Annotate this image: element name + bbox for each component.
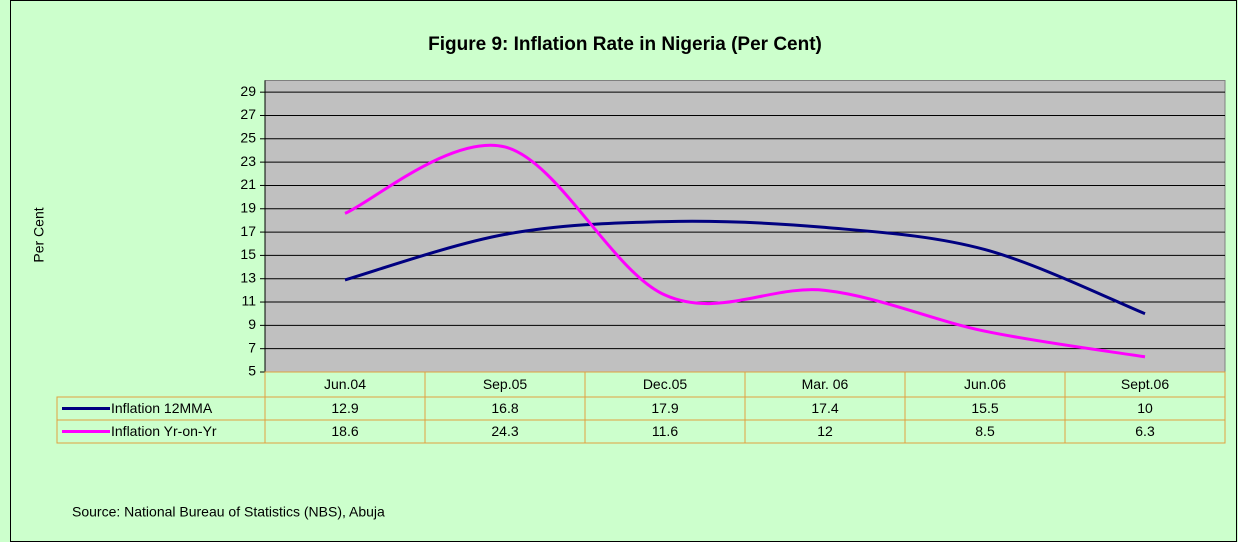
y-tick-label: 5 [248, 363, 256, 379]
chart-title: Figure 9: Inflation Rate in Nigeria (Per… [428, 34, 822, 55]
legend-label: Inflation Yr-on-Yr [111, 423, 217, 439]
x-tick-label: Sept.06 [1121, 376, 1169, 392]
table-value: 17.4 [811, 400, 838, 416]
series-line [344, 219, 1146, 316]
table-value: 12 [817, 423, 833, 439]
y-tick-label: 15 [240, 246, 256, 262]
y-tick-label: 11 [241, 293, 256, 309]
y-tick-label: 29 [240, 83, 256, 99]
y-tick-label: 9 [248, 316, 256, 332]
y-tick-label: 27 [240, 106, 256, 122]
plot-area [264, 80, 1226, 373]
y-tick-label: 13 [240, 269, 256, 285]
table-value: 17.9 [651, 400, 678, 416]
table-value: 18.6 [331, 423, 358, 439]
y-tick-label: 21 [240, 176, 256, 192]
table-value: 6.3 [1135, 423, 1155, 439]
table-value: 16.8 [491, 400, 518, 416]
table-value: 10 [1137, 400, 1153, 416]
source-note: Source: National Bureau of Statistics (N… [72, 504, 385, 520]
y-tick-label: 23 [240, 153, 256, 169]
y-tick-label: 7 [248, 339, 256, 355]
table-value: 12.9 [331, 400, 358, 416]
y-tick-label: 17 [240, 223, 256, 239]
x-tick-label: Mar. 06 [802, 376, 849, 392]
y-tick-label: 25 [240, 130, 256, 146]
x-tick-label: Jun.06 [964, 376, 1006, 392]
series-line [344, 143, 1146, 359]
table-value: 24.3 [491, 423, 518, 439]
x-tick-label: Dec.05 [643, 376, 688, 392]
legend-label: Inflation 12MMA [111, 400, 213, 416]
x-tick-label: Jun.04 [324, 376, 366, 392]
y-axis-label: Per Cent [31, 207, 47, 262]
table-value: 15.5 [971, 400, 998, 416]
table-value: 11.6 [652, 423, 678, 439]
y-tick-label: 19 [240, 199, 256, 215]
x-tick-label: Sep.05 [483, 376, 528, 392]
table-value: 8.5 [975, 423, 995, 439]
